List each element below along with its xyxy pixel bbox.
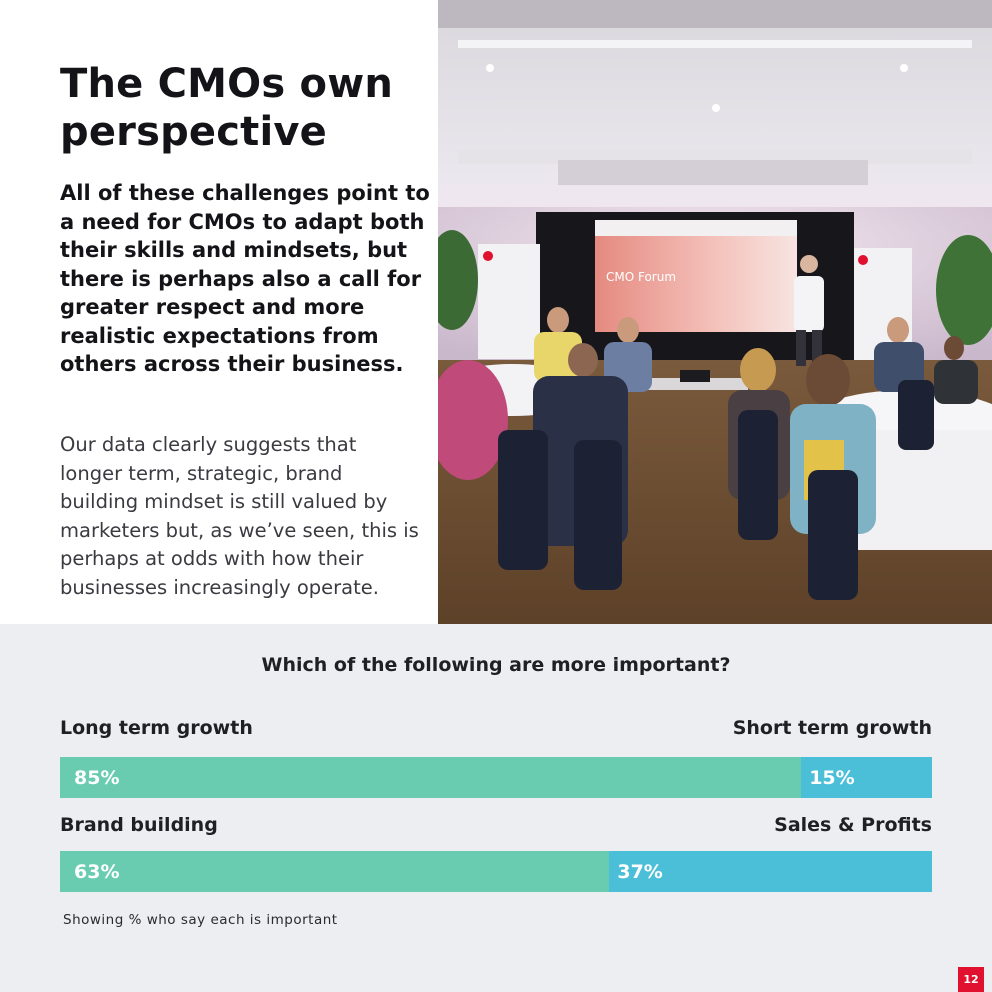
label-long-term-growth: Long term growth [60,717,253,739]
page-number: 12 [958,967,984,992]
conference-photo: CMO Forum [438,0,992,624]
survey-note: Showing % who say each is important [63,912,338,928]
bar-segment-sales-profits: 37% [609,851,932,892]
label-short-term-growth: Short term growth [732,717,932,739]
survey-section: Which of the following are more importan… [0,624,992,992]
value-brand-building: 63% [74,860,120,883]
value-long-term-growth: 85% [74,766,120,789]
bar-brand: 63% 37% [60,851,932,892]
page-title: The CMOs own perspective [60,61,394,155]
label-sales-profits: Sales & Profits [774,814,932,836]
value-short-term-growth: 15% [809,766,855,789]
bar-segment-short-term-growth: 15% [801,757,932,798]
bar-segment-brand-building: 63% [60,851,610,892]
screen-text: CMO Forum [606,270,676,284]
row-labels-brand: Brand building Sales & Profits [60,814,932,840]
row-labels-growth: Long term growth Short term growth [60,717,932,743]
bar-segment-long-term-growth: 85% [60,757,802,798]
value-sales-profits: 37% [617,860,663,883]
text-column: The CMOs own perspective All of these ch… [0,0,438,624]
lead-paragraph: All of these challenges point to a need … [60,181,430,376]
bar-growth: 85% 15% [60,757,932,798]
top-section: The CMOs own perspective All of these ch… [0,0,992,624]
conference-photo-illustration: CMO Forum [438,0,992,624]
label-brand-building: Brand building [60,814,218,836]
survey-question: Which of the following are more importan… [261,654,731,676]
body-paragraph: Our data clearly suggests that longer te… [60,433,419,599]
